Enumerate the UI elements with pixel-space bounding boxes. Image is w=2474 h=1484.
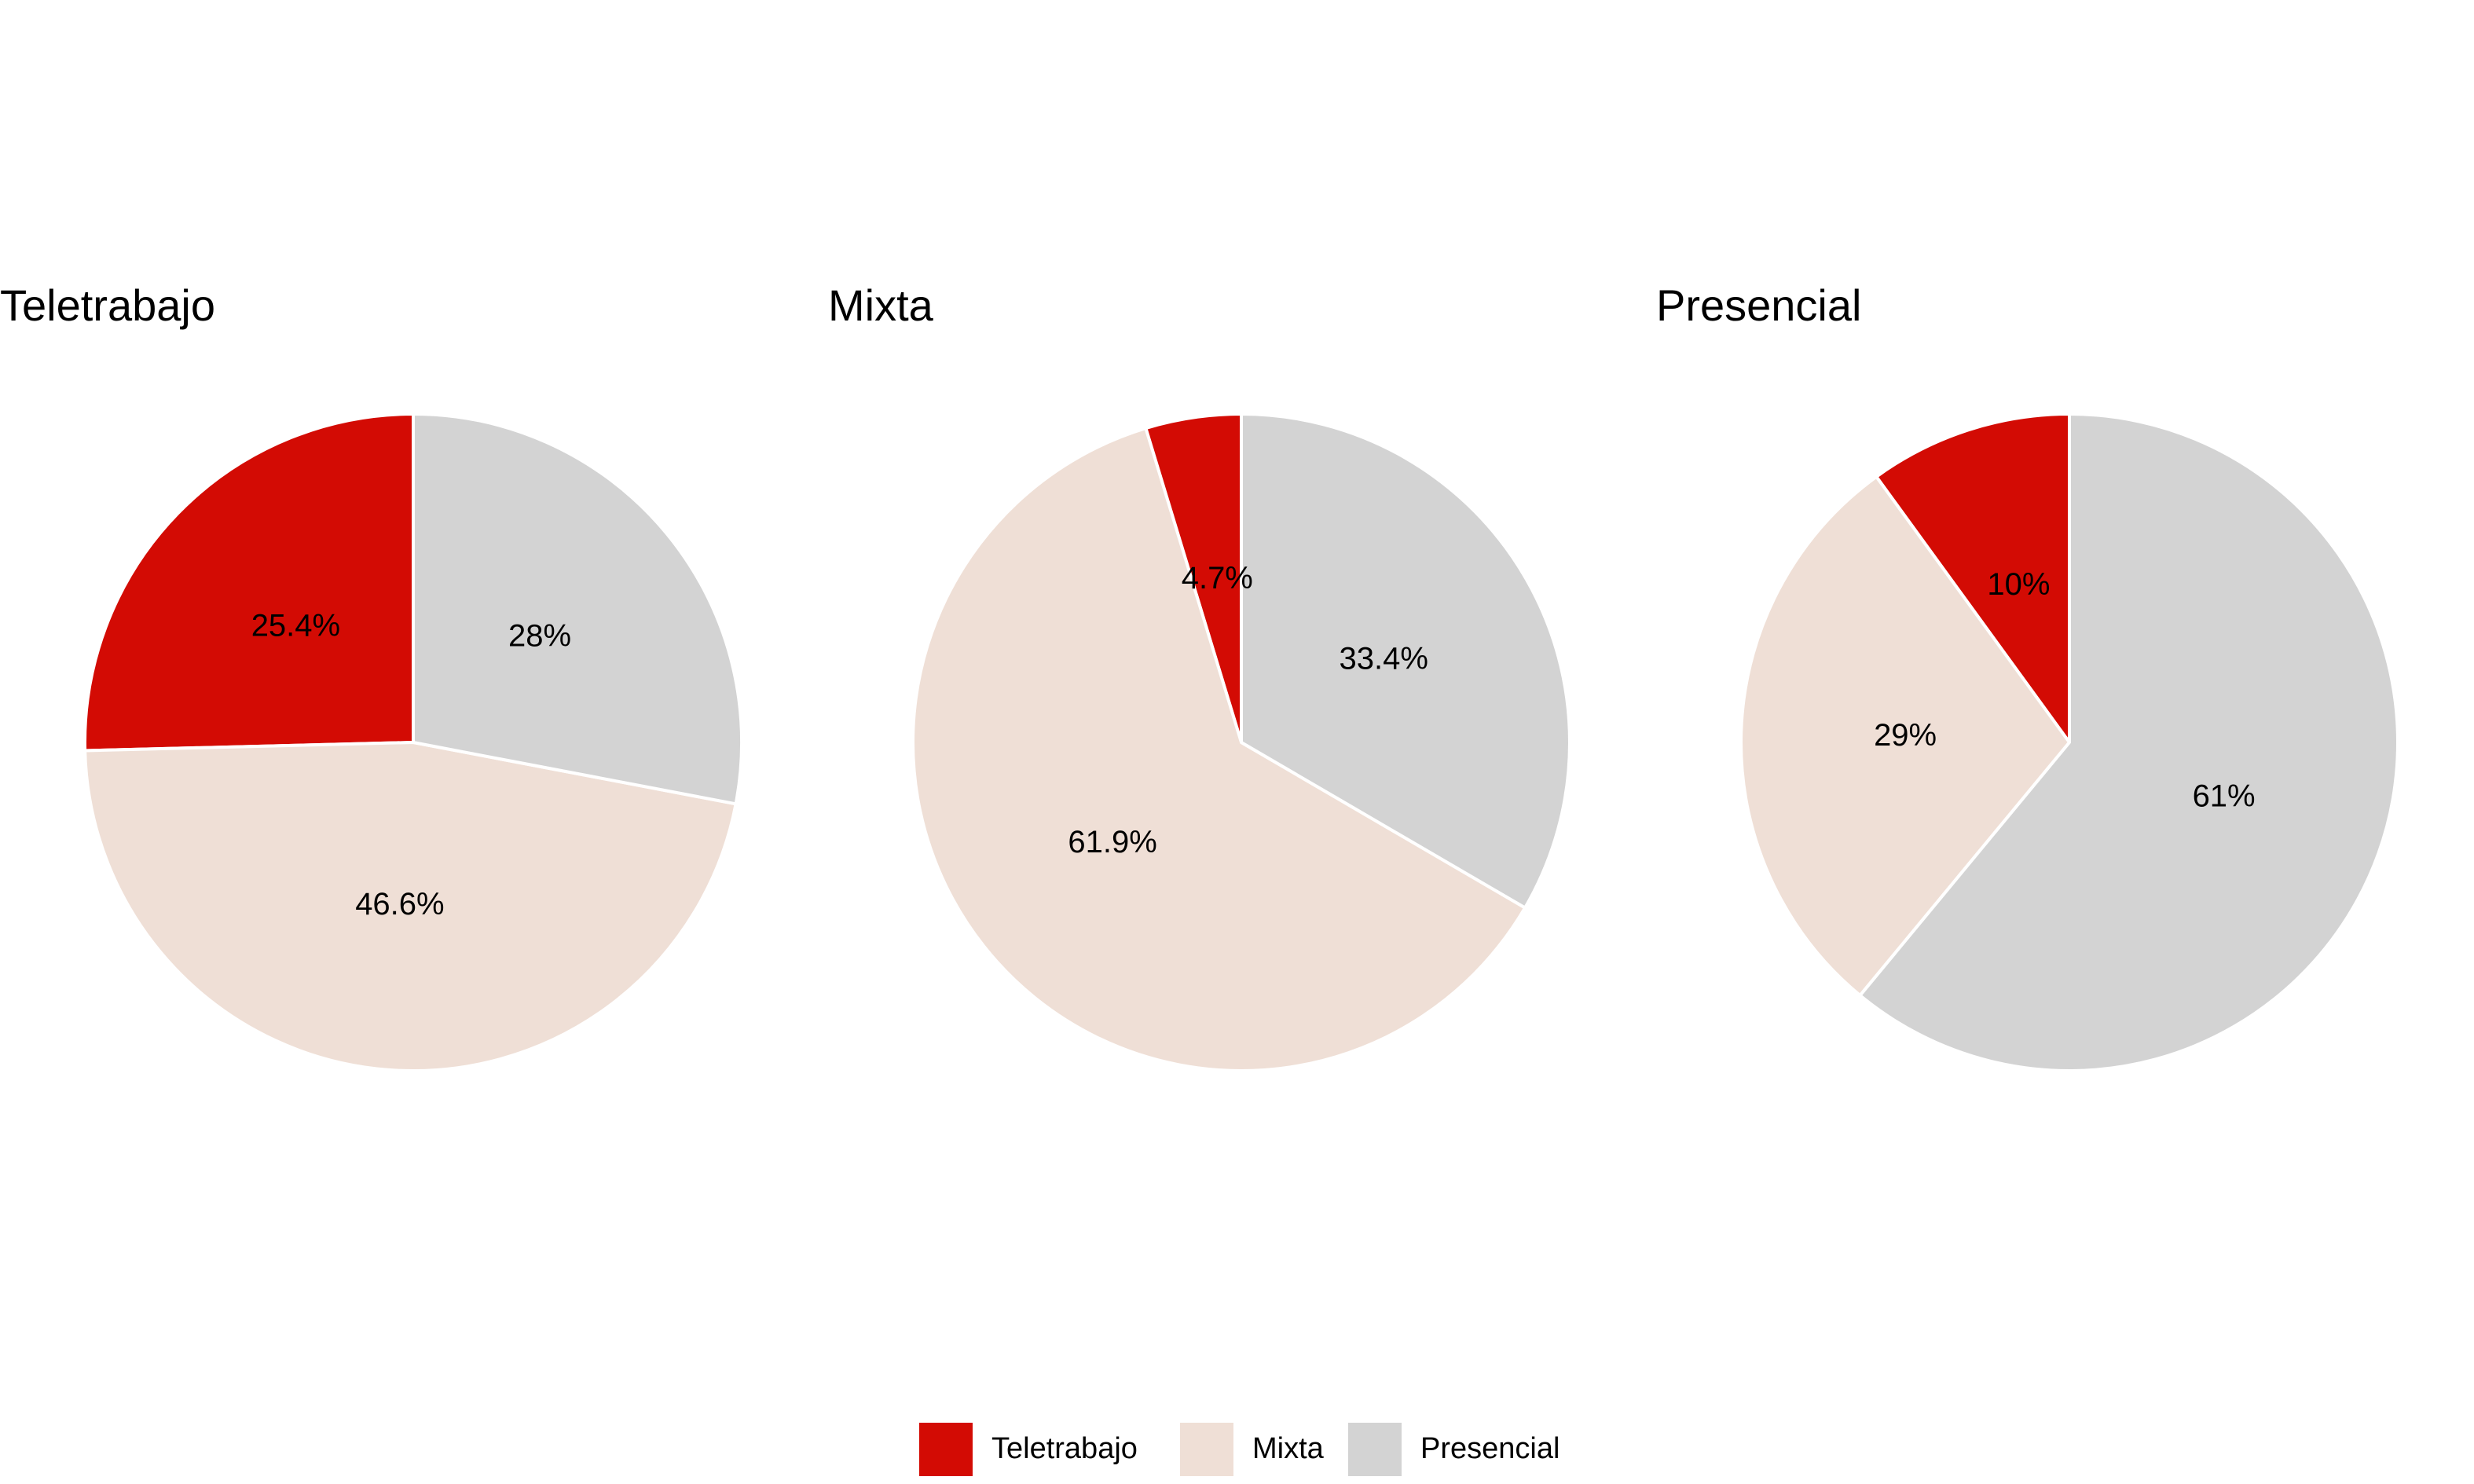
pie-slice-presencial-presencial (1858, 412, 2400, 1072)
pie-slice-presencial-teletrabajo (1875, 412, 2071, 744)
legend-label-teletrabajo: Teletrabajo (991, 1432, 1138, 1465)
slice-label-presencial-mixta: 29% (1874, 718, 1937, 753)
legend-item-presencial: Presencial (1348, 1423, 1560, 1476)
legend-key-mixta (1180, 1423, 1233, 1476)
pie-slice-teletrabajo-presencial (412, 412, 743, 806)
legend-item-teletrabajo: Teletrabajo (919, 1423, 1138, 1476)
pie-panels: Teletrabajo 25.4% 46.6% 28% Mixta 4.7% 61.9% 33… (0, 280, 2400, 1073)
legend-key-presencial (1348, 1423, 1402, 1476)
pie-slice-teletrabajo-mixta (83, 741, 738, 1073)
slice-label-presencial-presencial: 61% (2193, 779, 2256, 813)
pie-title-presencial: Presencial (1656, 280, 1861, 330)
legend-item-mixta: Mixta (1180, 1423, 1325, 1476)
slice-label-mixta-teletrabajo: 4.7% (1182, 561, 1253, 595)
pie-panel-teletrabajo: Teletrabajo 25.4% 46.6% 28% (0, 280, 743, 1073)
pie-slice-mixta-presencial (1240, 412, 1571, 910)
slice-label-teletrabajo-teletrabajo: 25.4% (251, 609, 340, 643)
legend-key-teletrabajo (919, 1423, 973, 1476)
pie-panel-presencial: Presencial 10% 29% 61% (1656, 280, 2400, 1072)
pie-panel-mixta: Mixta 4.7% 61.9% 33.4% (828, 280, 1571, 1072)
legend-label-mixta: Mixta (1252, 1432, 1325, 1465)
slice-label-presencial-teletrabajo: 10% (1987, 567, 2050, 602)
pie-slice-teletrabajo-teletrabajo (83, 412, 415, 753)
pie-slice-mixta-mixta (911, 427, 1527, 1072)
legend: Teletrabajo Mixta Presencial (919, 1423, 1560, 1476)
pie-slice-presencial-mixta (1739, 475, 2071, 998)
slice-label-teletrabajo-presencial: 28% (508, 618, 571, 653)
pie-title-mixta: Mixta (828, 280, 934, 330)
slice-label-mixta-presencial: 33.4% (1339, 641, 1428, 676)
pie-title-teletrabajo: Teletrabajo (0, 280, 215, 330)
slice-label-mixta-mixta: 61.9% (1068, 825, 1156, 859)
legend-label-presencial: Presencial (1420, 1432, 1560, 1465)
slice-label-teletrabajo-mixta: 46.6% (355, 887, 444, 922)
